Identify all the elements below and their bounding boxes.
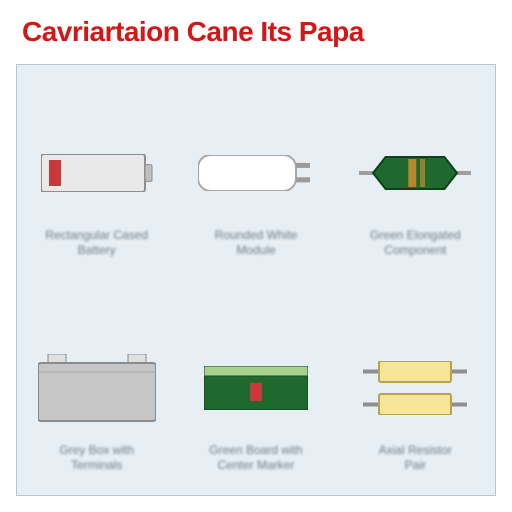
page: Cavriartaion Cane Its Papa Rectangular C… xyxy=(0,0,512,512)
component-caption: Rectangular Cased Battery xyxy=(27,228,166,258)
component-cell: Green Board with Center Marker xyxy=(176,280,335,495)
component-cell: Rounded White Module xyxy=(176,65,335,280)
item-2-icon xyxy=(186,136,325,210)
component-caption: Green Board with Center Marker xyxy=(186,443,325,473)
item-3-icon xyxy=(346,136,485,210)
component-cell: Green Elongated Component xyxy=(336,65,495,280)
page-title: Cavriartaion Cane Its Papa xyxy=(22,16,364,48)
item-6-icon xyxy=(346,351,485,425)
component-caption: Green Elongated Component xyxy=(346,228,485,258)
component-cell: Rectangular Cased Battery xyxy=(17,65,176,280)
component-caption: Grey Box with Terminals xyxy=(27,443,166,473)
component-cell: Grey Box with Terminals xyxy=(17,280,176,495)
component-caption: Rounded White Module xyxy=(186,228,325,258)
component-grid: Rectangular Cased Battery Rounded White M… xyxy=(17,65,495,495)
item-4-icon xyxy=(27,351,166,425)
item-5-icon xyxy=(186,351,325,425)
item-1-icon xyxy=(27,136,166,210)
infographic-panel: Rectangular Cased Battery Rounded White M… xyxy=(16,64,496,496)
component-cell: Axial Resistor Pair xyxy=(336,280,495,495)
component-caption: Axial Resistor Pair xyxy=(346,443,485,473)
